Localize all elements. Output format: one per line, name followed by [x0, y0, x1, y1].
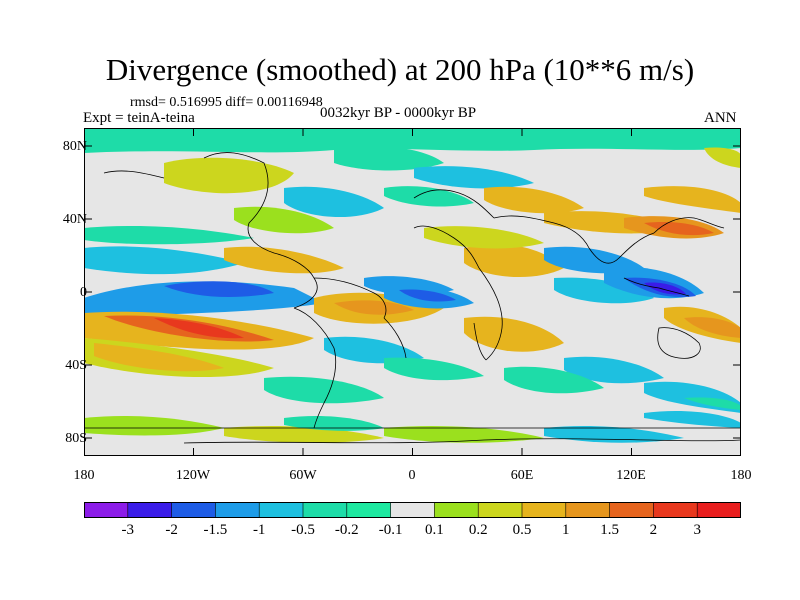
lat-tick-label: 80S	[65, 431, 87, 446]
lon-tick-label: 120E	[616, 468, 646, 483]
field-region	[644, 282, 686, 295]
field-region	[284, 416, 384, 431]
field-region	[264, 376, 384, 404]
colorbar-box	[302, 502, 348, 518]
field-region	[644, 186, 741, 213]
field-region	[284, 186, 384, 218]
lat-tick-label: 80N	[62, 139, 87, 154]
colorbar-box	[565, 502, 611, 518]
colorbar-label: 1.5	[600, 522, 619, 538]
field-region	[484, 186, 584, 214]
field-region	[154, 318, 244, 339]
field-region	[224, 246, 344, 274]
field-region	[234, 206, 334, 234]
colorbar-label: -1	[252, 522, 266, 538]
colorbar-label: 0.1	[425, 522, 444, 538]
colorbar-label: 0.5	[512, 522, 532, 538]
field-region	[684, 397, 741, 410]
field-region	[164, 157, 294, 194]
field-region	[644, 411, 741, 428]
field-region	[164, 281, 274, 298]
field-region	[224, 426, 384, 443]
field-region	[84, 226, 254, 245]
field-region	[334, 300, 414, 315]
field-region	[334, 146, 444, 171]
colorbar-box	[390, 502, 436, 518]
colorbar-box	[609, 502, 655, 518]
field-region	[414, 166, 534, 189]
colorbar-label: 3	[693, 522, 701, 538]
field-region	[464, 316, 564, 352]
colorbar-box	[696, 502, 741, 518]
colorbar-label: -0.1	[378, 522, 403, 538]
field-region	[704, 147, 741, 168]
lat-tick-label: 0	[80, 285, 87, 300]
field-region	[84, 128, 741, 153]
lat-tick-label: 40N	[62, 212, 87, 227]
lon-tick-label: 180	[730, 468, 752, 483]
colorbar-box	[171, 502, 217, 518]
experiment-label: Expt = teinA-teina	[83, 110, 195, 126]
period-label: 0032kyr BP - 0000kyr BP	[320, 105, 477, 121]
colorbar-box	[477, 502, 523, 518]
season-label: ANN	[704, 110, 737, 126]
colorbar-box	[521, 502, 567, 518]
field-region	[644, 222, 714, 236]
field-region	[84, 416, 224, 436]
colorbar-box	[346, 502, 392, 518]
colorbar-box	[215, 502, 260, 518]
field-region	[564, 356, 664, 384]
colorbar-box	[434, 502, 479, 518]
field-region	[399, 289, 456, 302]
colorbar-box	[127, 502, 173, 518]
lon-tick-label: 120W	[175, 468, 211, 483]
field-region	[684, 317, 741, 338]
field-region	[424, 226, 544, 249]
colorbar-label: -1.5	[203, 522, 228, 538]
lat-tick-label: 40S	[65, 358, 87, 373]
colorbar-label: 0.2	[468, 522, 488, 538]
field-region	[94, 343, 224, 372]
coastlines	[84, 152, 741, 444]
lon-tick-label: 60W	[289, 468, 317, 483]
colorbar-box	[653, 502, 699, 518]
lat-tick-marks	[84, 145, 741, 439]
lon-tick-label: 0	[408, 468, 416, 483]
field-region	[384, 426, 544, 443]
colorbar-label: -3	[121, 522, 135, 538]
stats-label: rmsd= 0.516995 diff= 0.00116948	[130, 95, 323, 110]
field-region	[464, 244, 564, 278]
field-region	[554, 277, 654, 304]
field-region	[544, 246, 644, 274]
colorbar	[84, 502, 741, 518]
plot-title: Divergence (smoothed) at 200 hPa (10**6 …	[105, 52, 695, 87]
colorbar-label: 1	[562, 522, 570, 538]
divergence-map	[84, 128, 741, 456]
field-region	[504, 366, 604, 394]
field-region	[384, 357, 484, 381]
field-region	[324, 336, 424, 364]
field-region	[384, 186, 474, 207]
colorbar-label: -0.2	[334, 522, 359, 538]
colorbar-box	[258, 502, 304, 518]
field-region	[84, 246, 244, 275]
colorbar-label: -0.5	[291, 522, 315, 538]
lon-tick-marks	[193, 128, 632, 456]
colorbar-box	[84, 502, 129, 518]
colorbar-label: -2	[165, 522, 178, 538]
lon-tick-label: 180	[73, 468, 95, 483]
lon-tick-label: 60E	[510, 468, 534, 483]
colorbar-label: 2	[649, 522, 658, 538]
